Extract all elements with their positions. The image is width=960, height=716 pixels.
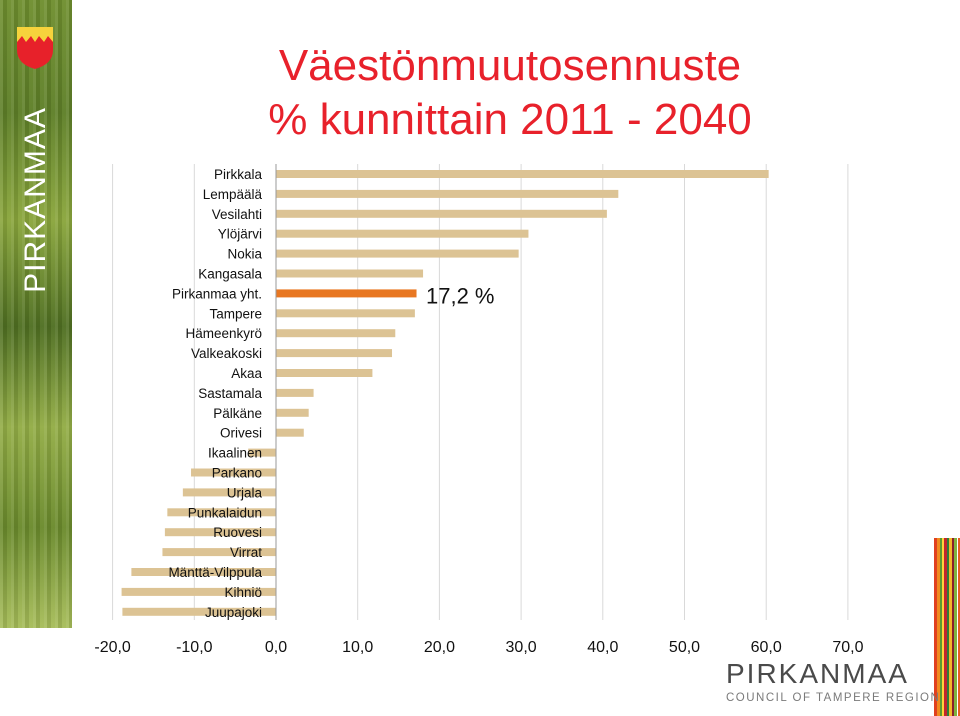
bar xyxy=(131,568,276,576)
category-label: Kihniö xyxy=(224,585,262,600)
bar xyxy=(276,229,529,238)
category-label: Ruovesi xyxy=(213,525,262,540)
category-label: Orivesi xyxy=(220,426,262,441)
bar xyxy=(276,408,309,417)
category-label: Ylöjärvi xyxy=(218,227,262,242)
x-tick-label: 70,0 xyxy=(832,639,863,656)
highlight-annotation: 17,2 % xyxy=(426,283,495,308)
bar xyxy=(121,587,276,596)
category-label: Kangasala xyxy=(198,267,262,282)
x-tick-label: -20,0 xyxy=(94,639,131,656)
bar xyxy=(276,209,607,218)
bar xyxy=(276,189,619,198)
x-tick-label: -10,0 xyxy=(176,639,213,656)
bar xyxy=(276,249,519,258)
pirkanmaa-logo: PIRKANMAA COUNCIL OF TAMPERE REGION xyxy=(726,658,941,705)
category-label: Akaa xyxy=(231,366,262,381)
bar xyxy=(276,329,396,338)
x-tick-label: 50,0 xyxy=(669,639,700,656)
bar xyxy=(191,468,276,477)
x-tick-label: 60,0 xyxy=(751,639,782,656)
category-label: Hämeenkyrö xyxy=(185,326,262,341)
bar xyxy=(276,369,373,377)
x-tick-label: 20,0 xyxy=(424,639,455,656)
bar xyxy=(182,488,276,497)
decorative-forest-strip: PIRKANMAA xyxy=(0,0,72,628)
category-label: Vesilahti xyxy=(212,207,262,222)
logo-sub-text: COUNCIL OF TAMPERE REGION xyxy=(726,692,941,704)
category-label: Pirkkala xyxy=(214,167,263,182)
category-label: Tampere xyxy=(209,306,262,321)
bar xyxy=(276,289,417,298)
x-tick-label: 30,0 xyxy=(506,639,537,656)
category-label: Punkalaidun xyxy=(188,505,262,520)
bar xyxy=(122,607,277,616)
strip-fade xyxy=(0,0,72,628)
logo-main-text: PIRKANMAA xyxy=(726,658,909,689)
bar xyxy=(164,528,276,537)
category-label: Mänttä-Vilppula xyxy=(168,565,262,580)
x-tick-label: 0,0 xyxy=(265,639,287,656)
category-label: Pälkäne xyxy=(213,406,262,421)
x-tick-label: 10,0 xyxy=(342,639,373,656)
bar xyxy=(276,349,393,358)
pirkanmaa-coat-of-arms-icon xyxy=(17,27,53,69)
x-tick-labels: -20,0 -10,0 0,0 10,0 20,0 30,0 40,0 50,0 60,0 70,… xyxy=(94,639,863,656)
bar xyxy=(167,508,276,517)
category-label: Nokia xyxy=(227,247,262,262)
bars xyxy=(121,170,769,616)
bar xyxy=(276,388,314,397)
category-label: Valkeakoski xyxy=(191,346,262,361)
page-title-line-1: Väestönmuutosennuste xyxy=(278,41,742,90)
category-label: Lempäälä xyxy=(203,187,263,202)
bar xyxy=(276,309,415,318)
bar xyxy=(276,269,424,278)
category-label: Pirkanmaa yht. xyxy=(172,286,262,301)
bar xyxy=(276,170,769,178)
category-label: Parkano xyxy=(212,466,262,481)
category-labels: Pirkkala Lempäälä Vesilahti Ylöjärvi Nokia Ka… xyxy=(168,167,262,620)
category-label: Sastamala xyxy=(198,386,262,401)
category-label: Juupajoki xyxy=(205,605,262,620)
category-label: Urjala xyxy=(227,485,263,500)
bar xyxy=(276,428,304,437)
bar xyxy=(248,448,276,457)
bar xyxy=(162,548,276,557)
x-tick-label: 40,0 xyxy=(587,639,618,656)
page-title-line-2: % kunnittain 2011 - 2040 xyxy=(268,95,752,144)
decorative-color-strip xyxy=(934,538,960,716)
category-label: Virrat xyxy=(230,545,262,560)
category-label: Ikaalinen xyxy=(208,446,262,461)
